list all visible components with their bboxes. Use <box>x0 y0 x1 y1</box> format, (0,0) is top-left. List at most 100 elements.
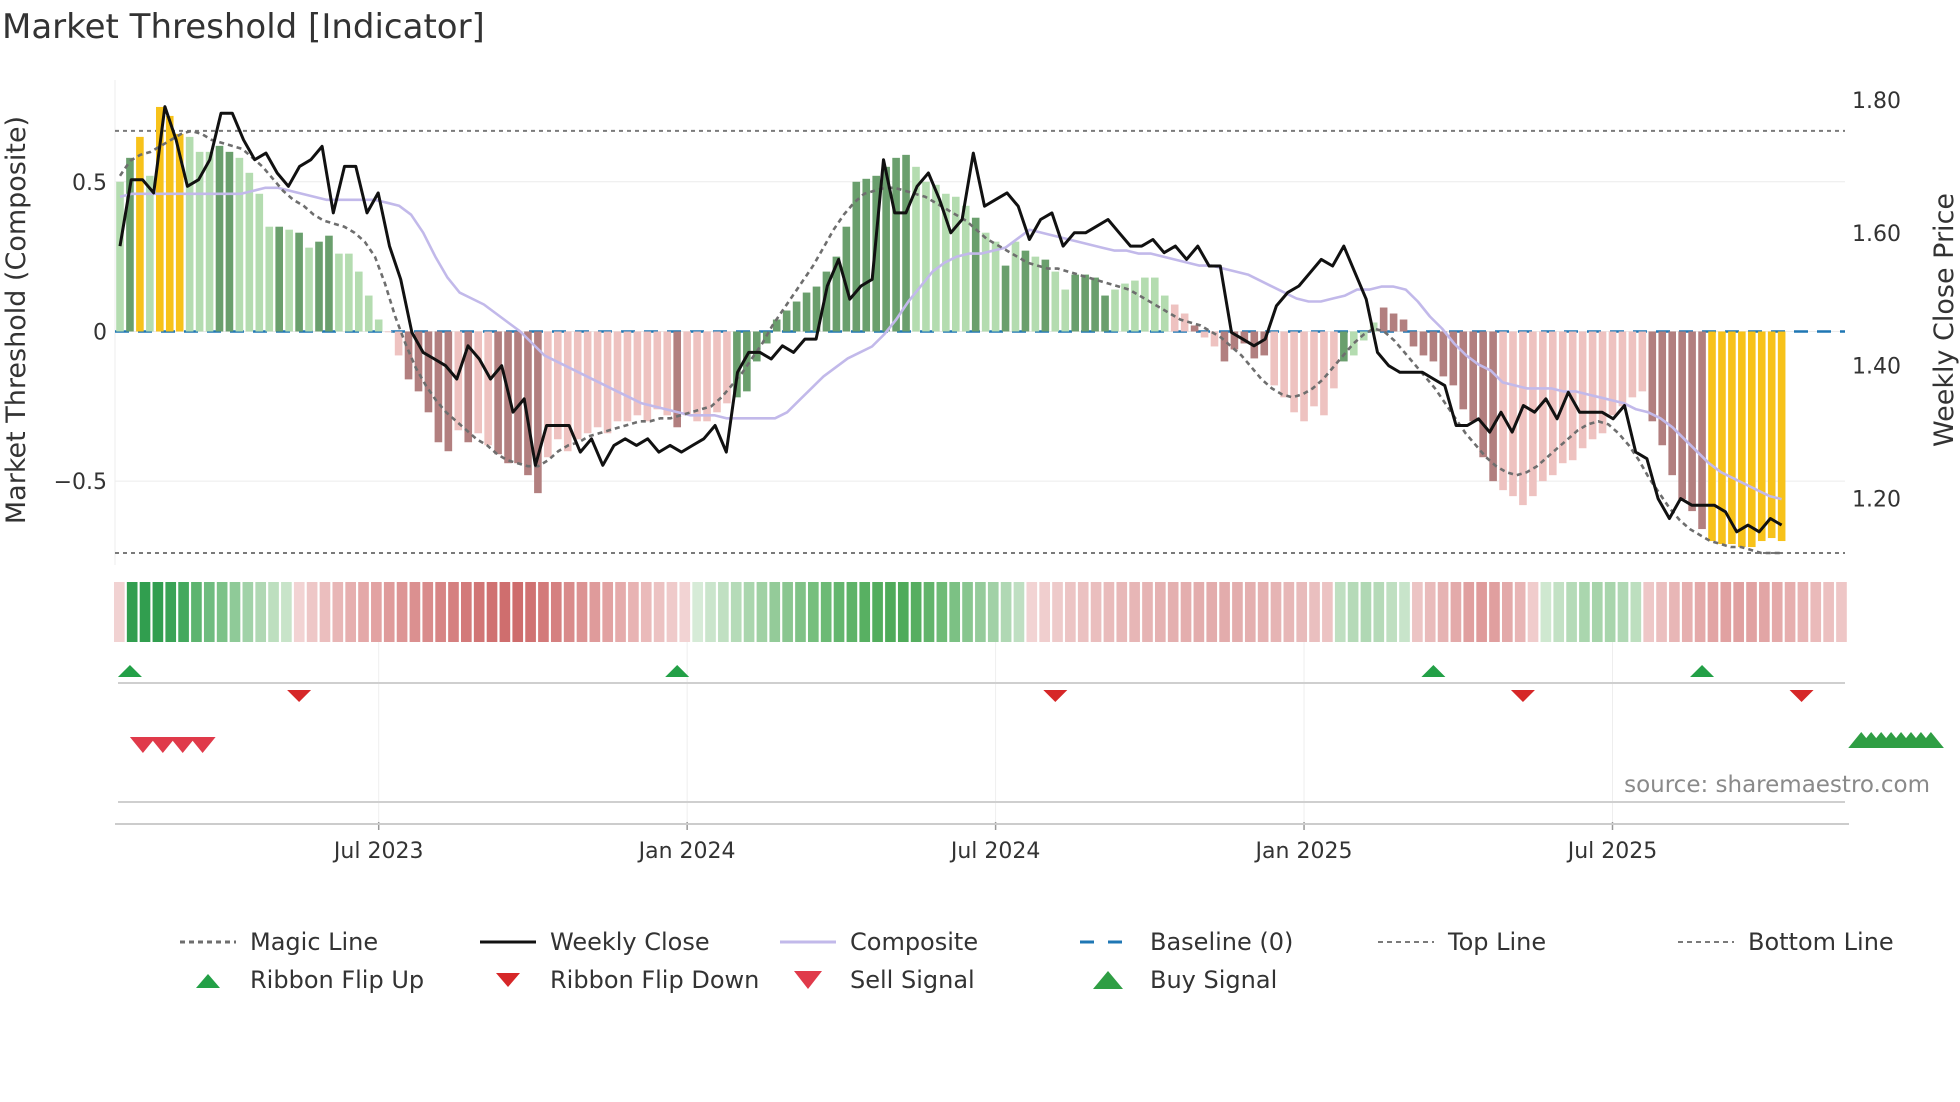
ribbon-cell <box>1039 582 1050 642</box>
composite-bar <box>1021 250 1030 332</box>
ribbon-cell <box>512 582 524 642</box>
ribbon-cell <box>1322 582 1333 642</box>
ribbon-cell <box>1219 582 1230 642</box>
composite-bar <box>872 175 880 332</box>
ribbon-cell <box>1810 582 1822 642</box>
x-tick-label: Jul 2025 <box>1566 839 1658 864</box>
composite-bar <box>1509 331 1517 497</box>
legend-label: Magic Line <box>250 928 378 956</box>
ribbon-cell <box>1566 582 1577 642</box>
composite-bar <box>554 331 562 440</box>
composite-bar <box>1220 331 1229 362</box>
ribbon-cell <box>1347 582 1359 642</box>
composite-bar <box>424 331 433 413</box>
composite-bar <box>1061 289 1070 332</box>
composite-bar <box>285 229 293 332</box>
legend-flip-down-swatch <box>496 973 520 987</box>
reference-lines <box>115 129 1845 555</box>
ribbon-cell <box>1193 582 1205 642</box>
composite-bar <box>1529 331 1537 497</box>
composite-bar <box>892 157 900 332</box>
ribbon-cell <box>1116 582 1128 642</box>
y-tick-left: −0.5 <box>54 470 107 495</box>
composite-bar <box>345 253 353 332</box>
composite-bar <box>1300 331 1308 422</box>
y-axis-right-title: Weekly Close Price <box>1929 193 1960 447</box>
ribbon-cell <box>1257 582 1269 642</box>
composite-bar <box>952 196 960 332</box>
legend: Magic Line Weekly Close Composite Baseline … <box>180 928 1894 994</box>
ribbon-cell <box>1000 582 1012 642</box>
composite-bar <box>146 175 154 332</box>
composite-bar <box>1160 295 1169 332</box>
composite-bar <box>335 253 343 332</box>
ribbon-cell <box>281 582 292 642</box>
composite-bar <box>534 331 542 494</box>
ribbon-cell <box>1013 582 1025 642</box>
legend-label: Buy Signal <box>1150 966 1277 994</box>
composite-bar <box>723 331 731 404</box>
composite-bar <box>1260 331 1269 356</box>
composite-bar <box>305 247 313 332</box>
ribbon-cell <box>383 582 395 642</box>
y-tick-left: 0.5 <box>72 171 107 196</box>
composite-bar <box>1459 331 1468 410</box>
composite-bar <box>514 331 522 464</box>
composite-bar <box>1051 271 1060 332</box>
sell-signal-marker <box>169 737 196 753</box>
composite-bar <box>1091 277 1099 332</box>
composite-bar <box>1121 283 1129 332</box>
legend-label: Composite <box>850 928 978 956</box>
composite-bar <box>414 331 423 392</box>
composite-bar <box>683 331 691 416</box>
y-tick-right: 1.80 <box>1852 89 1901 114</box>
y-tick-left: 0 <box>93 321 107 346</box>
ribbon-cell <box>1720 582 1732 642</box>
composite-bar <box>355 271 363 332</box>
composite-bar <box>364 295 373 332</box>
legend-label: Ribbon Flip Up <box>250 966 424 994</box>
composite-bar <box>384 331 393 333</box>
legend-label: Sell Signal <box>850 966 975 994</box>
ribbon-cell <box>396 582 408 642</box>
composite-bar <box>136 136 144 332</box>
composite-bar <box>1578 331 1587 449</box>
composite-bar <box>991 241 1000 332</box>
composite-bar <box>494 331 502 455</box>
ribbon-cell <box>525 582 536 642</box>
composite-bar <box>1718 331 1726 545</box>
ribbon-cell <box>1129 582 1140 642</box>
ribbon-cell <box>872 582 883 642</box>
ribbon-cell <box>1784 582 1796 642</box>
ribbon-cell <box>1360 582 1372 642</box>
composite-bar <box>1071 274 1079 332</box>
composite-bar <box>1409 331 1418 347</box>
ribbon-cell <box>1527 582 1539 642</box>
ribbon-cell <box>345 582 356 642</box>
ribbon-cell <box>923 582 935 642</box>
composite-bar <box>822 271 831 332</box>
legend-label: Weekly Close <box>550 928 710 956</box>
composite-bar <box>1618 331 1627 407</box>
ribbon-cell <box>1514 582 1526 642</box>
composite-bar <box>1549 331 1557 476</box>
ribbon-cell <box>692 582 703 642</box>
ribbon-cell <box>1052 582 1063 642</box>
composite-bar <box>484 331 492 446</box>
ribbon-cell <box>615 582 626 642</box>
ribbon-cell <box>1669 582 1680 642</box>
axis-ticks: 0.5 0 −0.5 1.80 1.60 1.40 1.20 Jul 2023 Jan 2024… <box>54 89 1901 864</box>
composite-bar <box>981 232 990 332</box>
composite-bar <box>444 331 453 452</box>
signal-panel <box>115 665 1944 825</box>
ribbon-cell <box>1540 582 1552 642</box>
ribbon-cell <box>846 582 858 642</box>
ribbon-cell <box>833 582 845 642</box>
ribbon-cell <box>589 582 601 642</box>
ribbon-cell <box>1476 582 1487 642</box>
ribbon-cell <box>987 582 999 642</box>
ribbon-cell <box>1604 582 1616 642</box>
sell-signal-marker <box>149 737 176 753</box>
composite-bar <box>1479 331 1487 458</box>
composite-bar <box>663 331 672 416</box>
